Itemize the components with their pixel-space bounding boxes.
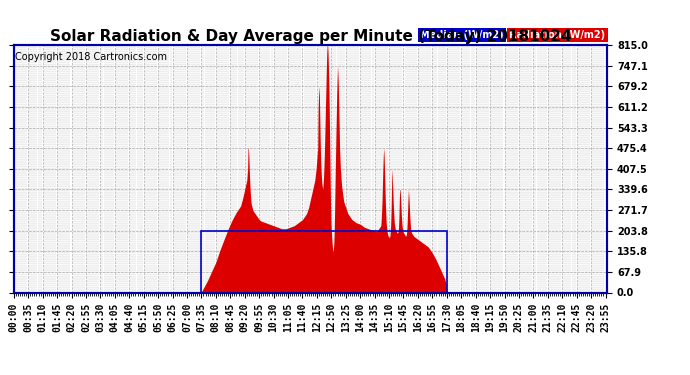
Text: Median (W/m2): Median (W/m2) xyxy=(420,30,504,40)
Title: Solar Radiation & Day Average per Minute (Today) 20181024: Solar Radiation & Day Average per Minute… xyxy=(50,29,571,44)
Text: Radiation (W/m2): Radiation (W/m2) xyxy=(509,30,605,40)
Text: Copyright 2018 Cartronics.com: Copyright 2018 Cartronics.com xyxy=(15,53,167,62)
Bar xyxy=(201,231,447,292)
